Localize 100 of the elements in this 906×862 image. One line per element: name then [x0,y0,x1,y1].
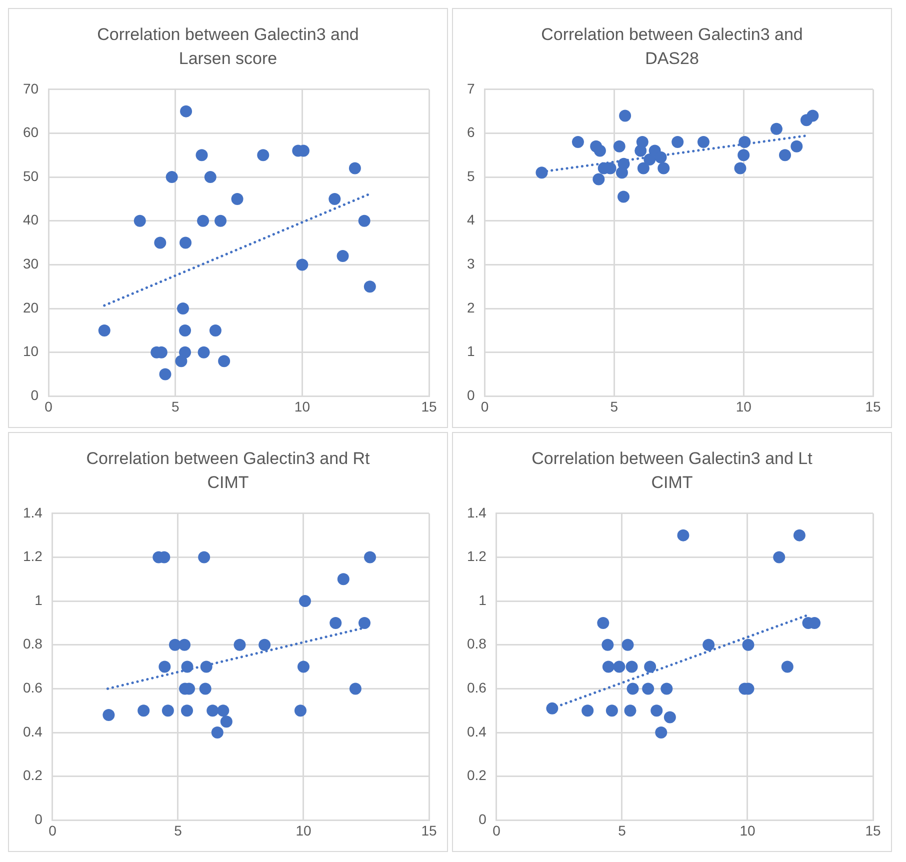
point [742,638,754,651]
point [779,149,792,162]
y-tick-label: 0.4 [466,723,487,740]
y-tick-label: 0.6 [466,680,487,696]
y-tick-label: 40 [22,212,39,228]
x-tick-label: 5 [174,822,182,838]
x-tick-label: 15 [865,822,881,838]
point [297,660,310,673]
y-tick-label: 0.2 [22,767,43,784]
point [211,726,224,739]
point [358,616,370,629]
point [337,573,350,586]
point [770,122,782,135]
point [209,324,222,336]
x-tick-label: 15 [421,822,437,838]
point [793,529,806,542]
point [257,149,270,162]
y-tick-label: 0 [478,811,487,828]
x-tick-label: 10 [740,822,756,838]
point [298,595,311,608]
point [644,660,656,673]
point [613,140,626,152]
point [602,660,614,673]
point [672,136,684,148]
point [790,140,803,152]
y-tick-label: 6 [466,124,475,140]
point [702,638,715,651]
point [364,280,376,293]
point [781,660,794,673]
point [200,660,212,673]
y-tick-label: 1 [34,592,43,608]
point [206,704,219,717]
point [159,368,172,380]
point [138,704,150,717]
point [572,136,584,148]
point [178,638,190,651]
x-tick-label: 10 [294,398,310,414]
y-tick-label: 0 [466,387,475,404]
point [214,214,227,227]
point [734,162,746,174]
point [644,154,656,166]
point [637,162,650,174]
point [176,302,189,315]
point [602,638,614,651]
point [231,192,244,205]
y-tick-label: 2 [466,299,475,316]
y-tick-label: 60 [22,124,39,140]
y-tick-label: 1.2 [466,548,487,564]
point [98,324,110,336]
point [582,704,594,717]
point [358,214,370,227]
point [658,162,670,174]
point [328,192,341,205]
point [181,704,194,717]
point [738,149,750,162]
point [606,704,618,717]
chart-title: Correlation between Galectin3 and DAS28 [540,24,804,70]
point [218,355,230,368]
x-tick-label: 0 [48,822,57,838]
x-tick-label: 0 [44,398,53,414]
y-tick-label: 1.4 [22,504,43,520]
y-tick-label: 1.2 [22,548,43,564]
y-tick-label: 7 [466,80,475,96]
point [622,638,634,651]
point [806,110,819,122]
point [626,682,639,695]
point [181,660,194,673]
point [626,660,638,673]
point [348,162,361,174]
point [217,704,230,717]
point [258,638,271,651]
x-tick-label: 0 [492,822,501,838]
x-tick-label: 5 [610,398,618,414]
point [613,660,626,673]
y-tick-label: 10 [22,343,39,360]
point [655,726,668,739]
point [179,346,192,358]
y-tick-label: 0.8 [22,636,43,652]
point [197,214,210,227]
chart-title: Correlation between Galectin3 and Rt CIMT [85,448,371,494]
point [546,702,558,714]
point [642,682,654,695]
point [594,144,606,157]
y-tick-label: 1 [466,343,475,360]
point [618,190,630,203]
point [619,110,632,122]
point [296,258,308,271]
y-tick-label: 3 [466,256,475,272]
point [364,551,376,564]
x-tick-label: 15 [421,398,437,414]
point [660,682,673,695]
point [198,346,210,358]
point [738,136,751,148]
point [180,236,192,249]
point [180,105,192,118]
point [179,324,192,336]
point [330,616,342,629]
point [234,638,246,651]
y-tick-label: 0 [30,387,39,404]
point [773,551,786,564]
